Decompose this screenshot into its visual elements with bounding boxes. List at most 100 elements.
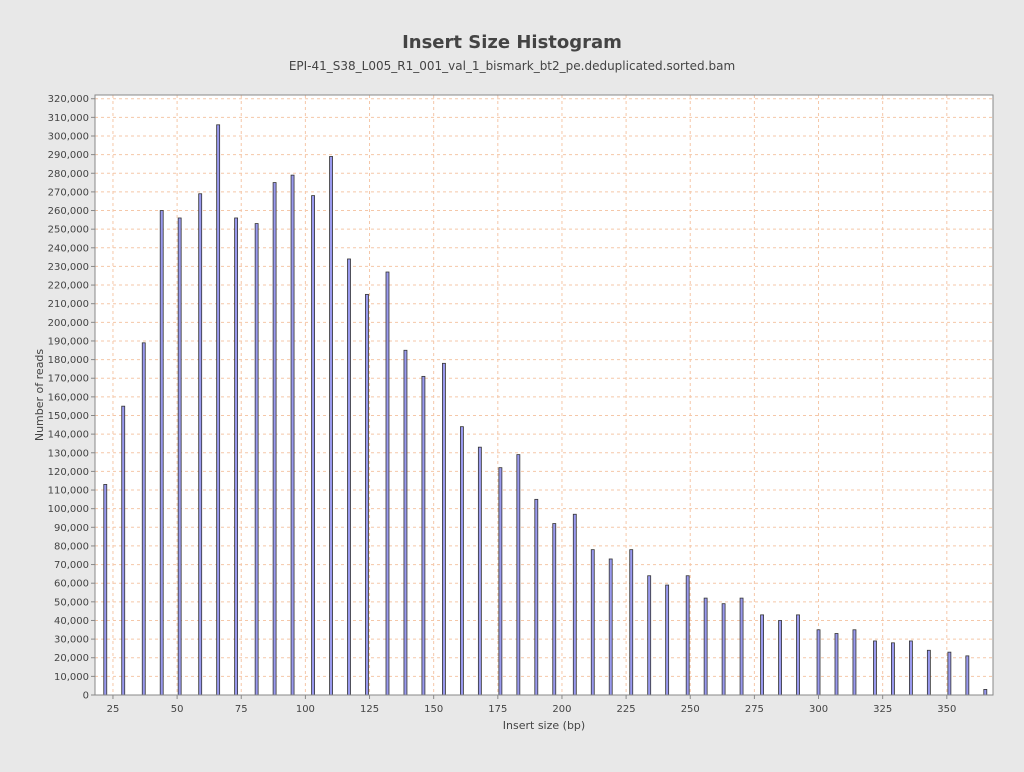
x-tick-label: 150	[424, 704, 443, 715]
x-tick-label: 100	[296, 704, 315, 715]
y-tick-label: 270,000	[48, 187, 89, 198]
y-tick-label: 20,000	[54, 653, 89, 664]
y-tick-label: 10,000	[54, 672, 89, 683]
y-tick-label: 240,000	[48, 243, 89, 254]
x-axis-label: Insert size (bp)	[503, 719, 585, 732]
y-tick-label: 100,000	[48, 504, 89, 515]
histogram-bar	[721, 603, 726, 696]
histogram-bar	[365, 293, 369, 696]
y-tick-label: 80,000	[54, 541, 89, 552]
histogram-bar	[159, 210, 164, 696]
plot-area	[95, 95, 993, 695]
y-tick-label: 290,000	[48, 150, 89, 161]
y-tick-label: 110,000	[48, 486, 89, 497]
histogram-bar	[234, 217, 239, 696]
histogram-bar	[852, 629, 857, 696]
x-tick-label: 225	[617, 704, 636, 715]
histogram-bar	[329, 156, 333, 696]
grid-lines	[95, 95, 993, 696]
histogram-bar	[778, 620, 782, 696]
histogram-bar	[311, 195, 315, 696]
histogram-bar	[198, 193, 203, 696]
histogram-bar	[442, 362, 446, 696]
histogram-bar	[477, 446, 482, 696]
histogram-bar	[796, 614, 800, 696]
y-tick-label: 220,000	[48, 281, 89, 292]
y-tick-label: 30,000	[54, 635, 89, 646]
histogram-bar	[947, 651, 952, 696]
y-tick-label: 320,000	[48, 94, 89, 105]
histogram-bar	[177, 217, 182, 696]
histogram-bar	[590, 549, 595, 696]
histogram-bar	[665, 584, 670, 696]
histogram-bar	[403, 349, 408, 696]
y-tick-label: 180,000	[48, 355, 89, 366]
y-tick-label: 150,000	[48, 411, 89, 422]
histogram-bar	[272, 182, 277, 696]
histogram-bar	[908, 640, 913, 696]
y-tick-label: 250,000	[48, 225, 89, 236]
y-tick-label: 260,000	[48, 206, 89, 217]
x-tick-label: 25	[107, 704, 120, 715]
y-tick-label: 210,000	[48, 299, 89, 310]
chart-subtitle: EPI-41_S38_L005_R1_001_val_1_bismark_bt2…	[289, 59, 735, 73]
histogram-bar	[421, 375, 426, 696]
y-tick-label: 200,000	[48, 318, 89, 329]
histogram-bar	[552, 523, 557, 696]
x-tick-label: 275	[745, 704, 764, 715]
histogram-bar	[834, 633, 839, 696]
histogram-bar	[498, 467, 503, 696]
histogram-bar	[873, 640, 877, 696]
y-tick-label: 120,000	[48, 467, 89, 478]
histogram-bar	[739, 597, 744, 696]
x-tick-label: 75	[235, 704, 248, 715]
histogram-bar	[983, 689, 988, 696]
histogram-bar	[459, 426, 464, 696]
y-tick-label: 50,000	[54, 597, 89, 608]
y-tick-label: 190,000	[48, 336, 89, 347]
histogram-bar	[647, 575, 652, 696]
y-axis: 0 10,000 20,000 30,000 40,000 50,000 60,000 70,…	[48, 94, 95, 702]
y-tick-label: 90,000	[54, 523, 89, 534]
histogram-bar	[608, 558, 613, 696]
y-axis-label: Number of reads	[33, 349, 46, 442]
x-tick-label: 300	[809, 704, 828, 715]
histogram-bar	[121, 405, 126, 696]
histogram-bar	[103, 484, 108, 696]
histogram-bar	[216, 124, 221, 696]
y-tick-label: 140,000	[48, 430, 89, 441]
x-tick-label: 175	[488, 704, 507, 715]
histogram-bar	[347, 258, 351, 696]
y-tick-label: 40,000	[54, 616, 89, 627]
histogram-bar	[516, 454, 521, 696]
x-tick-label: 350	[937, 704, 956, 715]
y-tick-label: 160,000	[48, 392, 89, 403]
chart-title: Insert Size Histogram	[402, 32, 622, 53]
x-tick-label: 50	[171, 704, 184, 715]
x-axis: 25 50 75 100 125 150 175 200 225 250 275 300 325 350	[107, 695, 956, 715]
y-tick-label: 70,000	[54, 560, 89, 571]
histogram-bar	[926, 649, 931, 696]
histogram-bar	[385, 271, 390, 696]
x-tick-label: 125	[360, 704, 379, 715]
histogram-bar	[891, 642, 895, 696]
plot-border	[94, 94, 994, 696]
histogram-bar	[572, 513, 577, 696]
histogram-bar	[703, 597, 708, 696]
y-tick-label: 300,000	[48, 131, 89, 142]
histogram-bar	[141, 342, 146, 696]
x-tick-label: 200	[552, 704, 571, 715]
y-tick-label: 60,000	[54, 579, 89, 590]
y-tick-label: 130,000	[48, 448, 89, 459]
histogram-bar	[760, 614, 764, 696]
histogram-bar	[254, 223, 259, 696]
histogram-bar	[629, 549, 634, 696]
x-tick-label: 325	[873, 704, 892, 715]
y-tick-label: 280,000	[48, 169, 89, 180]
histogram-bar	[290, 174, 295, 696]
histogram-bar	[816, 629, 821, 696]
x-tick-label: 250	[681, 704, 700, 715]
y-tick-label: 170,000	[48, 374, 89, 385]
